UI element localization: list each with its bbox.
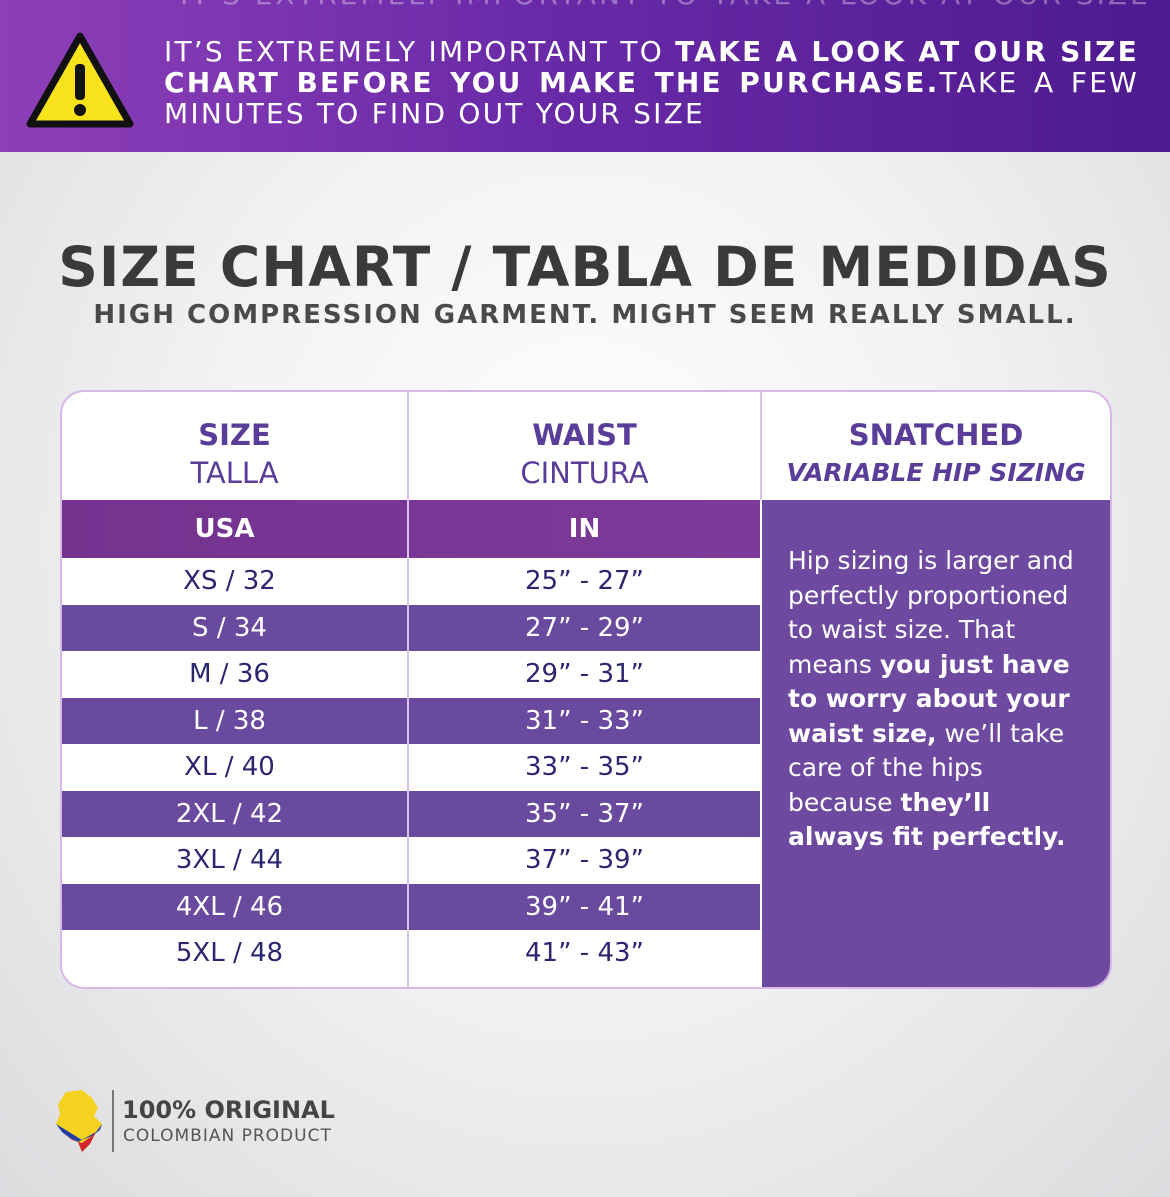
- size-cell: 5XL / 48: [175, 938, 284, 968]
- waist-cell: 29” - 31”: [524, 659, 645, 689]
- page-subtitle: HIGH COMPRESSION GARMENT. MIGHT SEEM REA…: [93, 300, 1077, 330]
- header-waist-sub: CINTURA: [520, 456, 649, 490]
- size-cell: M / 36: [189, 659, 270, 689]
- size-cell: L / 38: [193, 705, 266, 736]
- waist-cell: 35” - 37”: [524, 798, 645, 829]
- size-cell: 4XL / 46: [175, 891, 284, 922]
- badge-colombian: COLOMBIAN PRODUCT: [123, 1126, 332, 1146]
- size-cell: 3XL / 44: [175, 845, 284, 875]
- table-row: XS / 32 25” - 27”: [62, 558, 760, 604]
- hip-text-1: Hip sizing is larger and perfectly propo…: [788, 546, 1074, 679]
- table-row: S / 34 27” - 29”: [62, 604, 760, 651]
- hip-sizing-text: Hip sizing is larger and perfectly propo…: [788, 544, 1093, 855]
- warning-banner: IT'S EXTREMELY IMPORTANT TO TAKE A LOOK …: [0, 0, 1170, 152]
- warning-icon: [26, 32, 134, 128]
- hip-sizing-panel: Hip sizing is larger and perfectly propo…: [762, 500, 1110, 987]
- waist-cell: 33” - 35”: [524, 752, 645, 782]
- table-row: 4XL / 46 39” - 41”: [62, 883, 760, 930]
- unit-row: USA IN: [62, 500, 760, 558]
- hip-text-2: we’ll take care of the hips because: [788, 718, 1065, 817]
- banner-message: IT’S EXTREMELY IMPORTANT TO TAKE A LOOK …: [164, 36, 1139, 129]
- size-chart-table: SIZE TALLA WAIST CINTURA SNATCHED VARIAB…: [60, 390, 1112, 989]
- waist-cell: 27” - 29”: [524, 612, 645, 643]
- table-row: 2XL / 42 35” - 37”: [62, 790, 760, 837]
- header-hip: SNATCHED VARIABLE HIP SIZING: [762, 392, 1110, 500]
- page-title: SIZE CHART / TABLA DE MEDIDAS: [58, 235, 1112, 299]
- hip-text-bold-1: you just have to worry about your waist …: [788, 649, 1070, 748]
- size-cell: XL / 40: [184, 752, 275, 782]
- table-row: L / 38 31” - 33”: [62, 697, 760, 744]
- size-cell: XS / 32: [183, 566, 276, 596]
- waist-cell: 25” - 27”: [524, 566, 645, 596]
- banner-ghost-text: IT'S EXTREMELY IMPORTANT TO TAKE A LOOK …: [180, 0, 1151, 11]
- header-waist: WAIST CINTURA: [409, 392, 760, 500]
- banner-text-part3: TAKE A FEW MINUTES TO FIND OUT YOUR SIZE: [164, 66, 1140, 130]
- header-waist-title: WAIST: [532, 418, 637, 452]
- unit-in: IN: [568, 514, 601, 544]
- size-cell: 2XL / 42: [175, 798, 284, 829]
- header-hip-sub: VARIABLE HIP SIZING: [786, 458, 1086, 487]
- header-hip-title: SNATCHED: [848, 418, 1024, 452]
- table-row: 3XL / 44 37” - 39”: [62, 837, 760, 883]
- waist-cell: 41” - 43”: [524, 938, 645, 968]
- unit-usa: USA: [194, 514, 255, 544]
- banner-text-part1: IT’S EXTREMELY IMPORTANT TO: [164, 35, 676, 68]
- header-size: SIZE TALLA: [62, 392, 407, 500]
- badge-original: 100% ORIGINAL: [122, 1096, 335, 1124]
- badge-divider: [112, 1090, 114, 1152]
- table-row: 5XL / 48 41” - 43”: [62, 930, 760, 976]
- column-divider: [407, 392, 409, 987]
- header-size-sub: TALLA: [190, 456, 279, 490]
- banner-text-bold: TAKE A LOOK AT OUR SIZE CHART BEFORE YOU…: [164, 35, 1139, 99]
- header-size-title: SIZE: [198, 418, 271, 452]
- size-cell: S / 34: [192, 612, 267, 643]
- hip-text-bold-2: they’ll always fit perfectly.: [788, 787, 1066, 852]
- table-row: M / 36 29” - 31”: [62, 651, 760, 697]
- waist-cell: 31” - 33”: [524, 705, 645, 736]
- table-row: XL / 40 33” - 35”: [62, 744, 760, 790]
- waist-cell: 37” - 39”: [524, 845, 645, 875]
- waist-cell: 39” - 41”: [524, 891, 645, 922]
- column-divider: [760, 392, 762, 500]
- colombia-map-icon: [56, 1090, 102, 1152]
